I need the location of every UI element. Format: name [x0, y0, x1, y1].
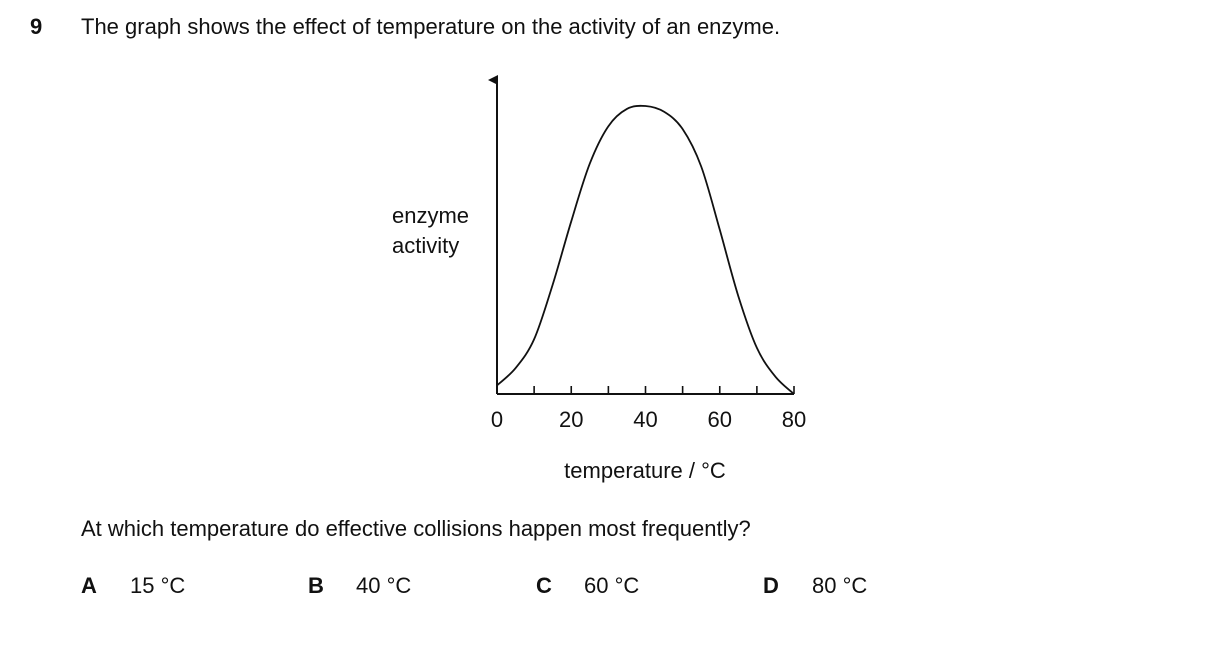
option-c-text[interactable]: 60 °C	[584, 573, 640, 598]
y-axis-label-line: enzyme	[392, 203, 470, 228]
x-tick-label: 20	[559, 407, 583, 432]
option-c-letter[interactable]: C	[536, 573, 552, 598]
option-b-text[interactable]: 40 °C	[356, 573, 412, 598]
x-tick-label: 80	[782, 407, 806, 432]
x-axis-label: temperature / °C	[564, 458, 726, 483]
x-tick-label: 60	[708, 407, 732, 432]
option-d-text[interactable]: 80 °C	[812, 573, 868, 598]
y-axis-label: enzyme activity	[392, 201, 469, 261]
question-prompt: At which temperature do effective collis…	[81, 516, 751, 541]
option-d-letter[interactable]: D	[763, 573, 779, 598]
x-tick-label: 0	[491, 407, 503, 432]
y-axis-label-line: activity	[392, 233, 460, 258]
question-number: 9	[30, 14, 43, 39]
option-a-text[interactable]: 15 °C	[130, 573, 186, 598]
x-tick-label: 40	[633, 407, 657, 432]
option-b-letter[interactable]: B	[308, 573, 324, 598]
option-a-letter[interactable]: A	[81, 573, 97, 598]
question-stem: The graph shows the effect of temperatur…	[81, 14, 781, 39]
activity-curve	[496, 104, 795, 395]
